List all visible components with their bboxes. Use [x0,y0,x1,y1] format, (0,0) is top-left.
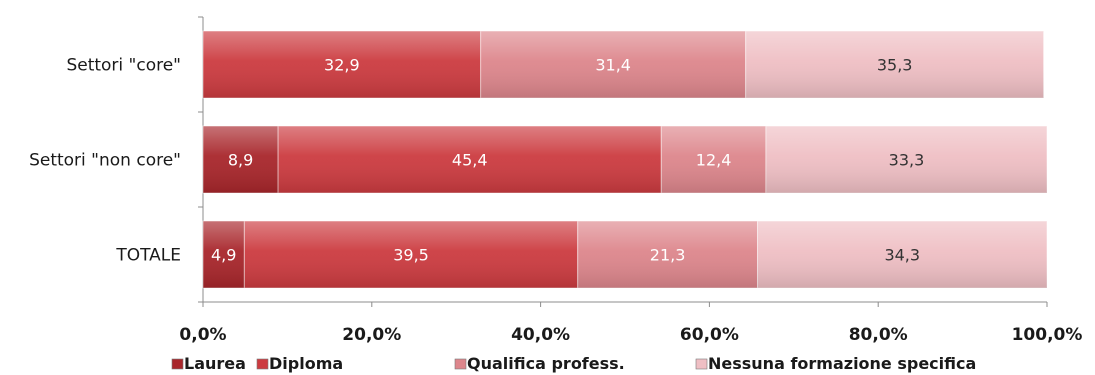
bars: 32,9 31,4 35,3 8,9 45,4 12,4 33,3 4,9 39,5 21,3 34… [202,30,1048,289]
category-label: Settori "non core" [29,151,181,171]
x-tick-label: 100,0% [1012,325,1083,345]
legend-label: Qualifica profess. [467,354,625,373]
bar-data-label: 8,9 [228,151,253,170]
legend-swatch [454,358,467,370]
legend-label: Diploma [269,354,343,373]
x-tick-label: 60,0% [680,325,739,345]
x-tick-label: 20,0% [342,325,401,345]
x-tick-label: 0,0% [179,325,226,345]
legend-item: Nessuna formazione specifica [695,354,976,373]
bar-data-label: 32,9 [324,56,360,75]
bar-data-label: 34,3 [884,246,920,265]
legend-item: Laurea [171,354,246,373]
bar-data-label: 21,3 [650,246,686,265]
legend-label: Nessuna formazione specifica [708,354,976,373]
bar-row: 8,9 45,4 12,4 33,3 [202,125,1048,194]
legend-item: Qualifica profess. [454,354,625,373]
x-tick-labels: 0,0% 20,0% 40,0% 60,0% 80,0% 100,0% [179,325,1082,345]
legend-label: Laurea [184,354,246,373]
bar-data-label: 33,3 [889,151,925,170]
bar-row: 32,9 31,4 35,3 [202,30,1045,99]
legend-swatch [171,358,184,370]
legend: Laurea Diploma Qualifica profess. Nessuna f… [171,354,976,373]
x-tick-label: 40,0% [511,325,570,345]
bar-data-label: 4,9 [211,246,236,265]
category-label: TOTALE [115,246,181,266]
bar-data-label: 45,4 [452,151,488,170]
bar-data-label: 39,5 [393,246,429,265]
x-tick-label: 80,0% [849,325,908,345]
bar-data-label: 12,4 [696,151,732,170]
category-label: Settori "core" [66,56,181,76]
legend-item: Diploma [256,354,343,373]
bar-row: 4,9 39,5 21,3 34,3 [202,220,1048,289]
category-labels: Settori "core" Settori "non core" TOTALE [29,56,181,266]
legend-swatch [695,358,708,370]
bar-data-label: 31,4 [595,56,631,75]
bar-data-label: 35,3 [877,56,913,75]
legend-swatch [256,358,269,370]
